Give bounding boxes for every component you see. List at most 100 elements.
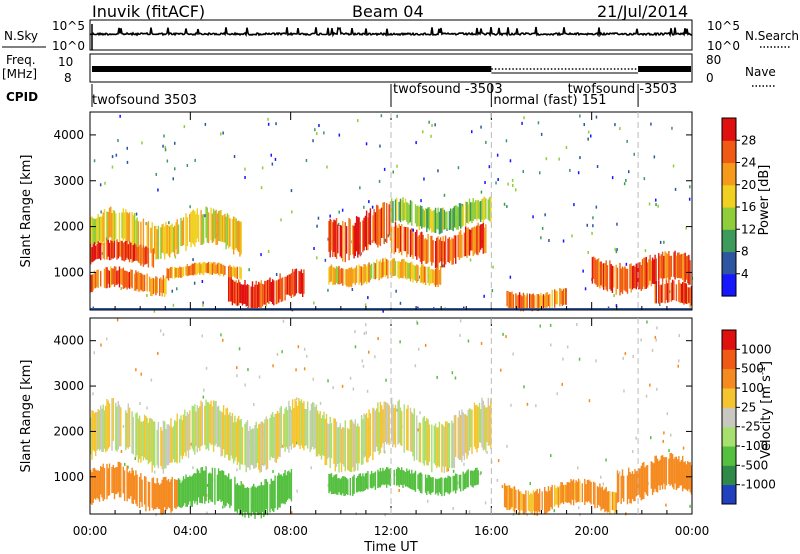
heatmap-cell [433, 209, 435, 233]
cpid-segment-label: twofsound -3503 [568, 82, 678, 97]
scatter-cell [124, 462, 126, 466]
heatmap-cell [138, 476, 141, 508]
scatter-cell [247, 368, 249, 372]
heatmap-cell [460, 474, 462, 492]
heatmap-cell [121, 268, 123, 285]
heatmap-cell [401, 224, 403, 256]
heatmap-cell [436, 212, 438, 230]
heatmap-cell [169, 425, 171, 463]
heatmap-cell [645, 256, 647, 289]
heatmap-cell [473, 402, 476, 447]
heatmap-cell [600, 261, 602, 286]
heatmap-cell [197, 214, 200, 242]
heatmap-cell [335, 421, 338, 467]
heatmap-cell [233, 280, 235, 304]
heatmap-cell [117, 461, 119, 493]
heatmap-cell [357, 423, 359, 471]
heatmap-cell [132, 470, 134, 505]
heatmap-cell [473, 226, 476, 255]
heatmap-cell [231, 279, 234, 306]
heatmap-cell [576, 481, 578, 503]
heatmap-cell [451, 237, 453, 265]
heatmap-cell [176, 267, 178, 278]
heatmap-cell [439, 266, 442, 285]
heatmap-cell [115, 402, 117, 451]
nave-tick-top: 80 [706, 53, 721, 67]
heatmap-cell [152, 477, 155, 511]
heatmap-cell [457, 234, 459, 258]
heatmap-cell [404, 227, 407, 252]
heatmap-cell [93, 270, 96, 289]
heatmap-cell [680, 283, 683, 303]
scatter-cell [459, 319, 462, 323]
heatmap-cell [117, 270, 119, 284]
heatmap-cell [470, 409, 472, 448]
scatter-cell [447, 468, 449, 472]
heatmap-cell [136, 272, 138, 289]
scatter-cell [522, 170, 524, 173]
heatmap-cell [594, 482, 596, 509]
heatmap-cell [424, 474, 427, 493]
heatmap-cell [383, 401, 385, 453]
heatmap-cell [378, 261, 380, 281]
heatmap-cell [376, 204, 378, 245]
heatmap-cell [95, 412, 97, 457]
heatmap-cell [422, 208, 424, 228]
scatter-cell [655, 203, 657, 207]
heatmap-cell [579, 480, 581, 503]
heatmap-cell [646, 465, 649, 497]
velocity-colorbar-swatch [722, 368, 736, 389]
scatter-cell [135, 368, 137, 372]
heatmap-cell [165, 276, 167, 295]
heatmap-cell [214, 401, 216, 446]
heatmap-cell [368, 212, 370, 245]
heatmap-cell [329, 473, 331, 492]
heatmap-cell [126, 465, 128, 502]
heatmap-cell [638, 262, 640, 290]
heatmap-cell [682, 254, 684, 280]
heatmap-cell [458, 410, 461, 461]
heatmap-cell [354, 267, 356, 285]
power-colorbar-swatch [722, 229, 736, 253]
scatter-cell [384, 238, 386, 242]
heatmap-cell [160, 427, 162, 466]
scatter-cell [412, 228, 414, 232]
heatmap-cell [294, 269, 296, 296]
heatmap-cell [199, 262, 201, 275]
heatmap-cell [403, 470, 405, 485]
scatter-cell [126, 146, 128, 150]
heatmap-cell [201, 214, 203, 245]
heatmap-cell [510, 292, 512, 308]
heatmap-cell [170, 267, 172, 278]
velocity-colorbar-swatch [722, 388, 736, 408]
heatmap-cell [446, 478, 448, 493]
heatmap-cell [127, 213, 129, 242]
scatter-cell [120, 450, 123, 453]
scatter-cell [296, 489, 298, 493]
heatmap-cell [143, 414, 146, 458]
scatter-cell [414, 364, 417, 368]
heatmap-cell [437, 427, 439, 466]
scatter-cell [341, 384, 344, 388]
heatmap-cell [369, 474, 372, 488]
heatmap-cell [398, 223, 400, 254]
heatmap-cell [644, 467, 646, 493]
scatter-cell [367, 296, 369, 300]
x-tick-label: 16:00 [474, 524, 509, 538]
heatmap-cell [143, 476, 146, 505]
heatmap-cell [421, 474, 423, 494]
heatmap-cell [244, 487, 246, 518]
scatter-cell [618, 471, 621, 475]
scatter-cell [485, 140, 487, 144]
heatmap-cell [510, 487, 512, 509]
heatmap-cell [167, 424, 170, 466]
scatter-cell [314, 128, 316, 132]
heatmap-cell [471, 409, 473, 455]
nsky-tick-bottom: 10^0 [52, 39, 85, 53]
heatmap-cell [91, 247, 93, 263]
heatmap-cell [544, 295, 546, 308]
heatmap-cell [618, 473, 620, 502]
heatmap-cell [383, 470, 385, 486]
heatmap-cell [340, 428, 343, 473]
scatter-cell [135, 212, 138, 216]
